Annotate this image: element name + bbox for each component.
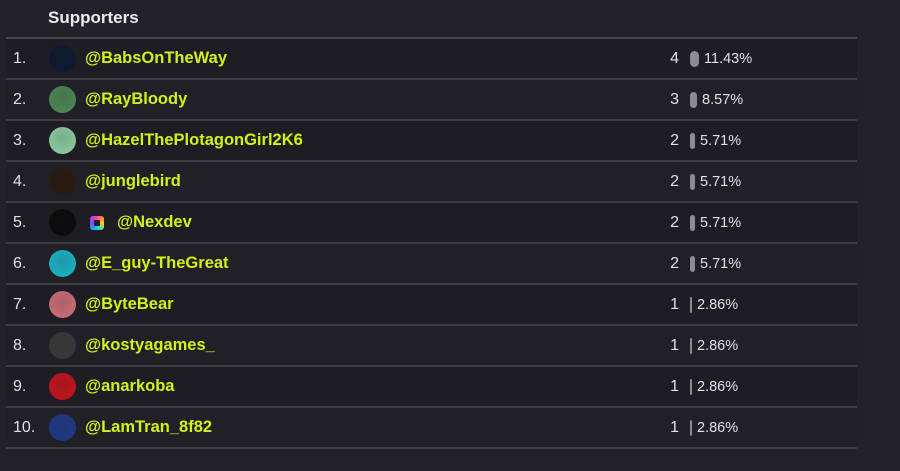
avatar[interactable] xyxy=(49,332,76,359)
badge-icon xyxy=(90,215,104,230)
avatar[interactable] xyxy=(49,250,76,277)
avatar[interactable] xyxy=(49,45,76,72)
avatar[interactable] xyxy=(49,168,76,195)
percent-bar xyxy=(690,132,695,149)
percent-label: 11.43% xyxy=(704,50,753,67)
percent-bar xyxy=(690,50,699,67)
support-count: 4 xyxy=(670,49,679,67)
supporter-row: 5. @Nexdev 2 5.71% xyxy=(6,203,857,244)
percent-bar xyxy=(690,214,695,231)
supporter-name-link[interactable]: @BabsOnTheWay xyxy=(85,49,227,67)
avatar[interactable] xyxy=(49,209,76,236)
rank: 3. xyxy=(13,131,27,149)
rank: 9. xyxy=(13,377,27,395)
percent-label: 5.71% xyxy=(700,214,742,231)
rank: 8. xyxy=(13,336,27,354)
percent-label: 5.71% xyxy=(700,255,742,272)
supporters-header: Supporters xyxy=(48,8,139,27)
support-count: 2 xyxy=(670,254,679,272)
supporter-name-link[interactable]: @Nexdev xyxy=(117,213,192,231)
percent-label: 2.86% xyxy=(697,296,739,313)
supporter-row: 7. @ByteBear 1 2.86% xyxy=(6,285,857,326)
percent-label: 2.86% xyxy=(697,378,739,395)
percent-bar xyxy=(690,255,695,272)
rank: 6. xyxy=(13,254,27,272)
percent-label: 2.86% xyxy=(697,419,739,436)
percent-label: 5.71% xyxy=(700,132,742,149)
percent-bar xyxy=(690,337,692,354)
supporter-name-link[interactable]: @RayBloody xyxy=(85,90,188,108)
avatar[interactable] xyxy=(49,373,76,400)
supporter-row: 8. @kostyagames_ 1 2.86% xyxy=(6,326,857,367)
avatar[interactable] xyxy=(49,127,76,154)
supporter-row: 6. @E_guy-TheGreat 2 5.71% xyxy=(6,244,857,285)
supporter-name-link[interactable]: @junglebird xyxy=(85,172,181,190)
support-count: 2 xyxy=(670,213,679,231)
supporter-name-link[interactable]: @E_guy-TheGreat xyxy=(85,254,229,272)
support-count: 1 xyxy=(670,377,679,395)
support-count: 2 xyxy=(670,172,679,190)
support-count: 3 xyxy=(670,90,679,108)
supporter-name-link[interactable]: @ByteBear xyxy=(85,295,174,313)
percent-label: 5.71% xyxy=(700,173,742,190)
support-count: 1 xyxy=(670,418,679,436)
percent-bar xyxy=(690,378,692,395)
supporter-row: 1. @BabsOnTheWay 4 11.43% xyxy=(6,39,857,80)
rank: 2. xyxy=(13,90,27,108)
supporter-row: 2. @RayBloody 3 8.57% xyxy=(6,80,857,121)
percent-bar xyxy=(690,419,692,436)
percent-label: 8.57% xyxy=(702,91,744,108)
supporter-name-link[interactable]: @anarkoba xyxy=(85,377,175,395)
supporter-row: 3. @HazelThePlotagonGirl2K6 2 5.71% xyxy=(6,121,857,162)
avatar[interactable] xyxy=(49,414,76,441)
percent-label: 2.86% xyxy=(697,337,739,354)
support-count: 2 xyxy=(670,131,679,149)
supporter-name-link[interactable]: @LamTran_8f82 xyxy=(85,418,213,436)
support-count: 1 xyxy=(670,336,679,354)
rank: 10. xyxy=(13,418,36,436)
supporter-row: 9. @anarkoba 1 2.86% xyxy=(6,367,857,408)
rank: 7. xyxy=(13,295,27,313)
supporter-row: 4. @junglebird 2 5.71% xyxy=(6,162,857,203)
supporter-name-link[interactable]: @HazelThePlotagonGirl2K6 xyxy=(85,131,303,149)
percent-bar xyxy=(690,173,695,190)
supporters-table: 1. @BabsOnTheWay 4 11.43% 2. @RayBloody 3… xyxy=(6,37,857,449)
percent-bar xyxy=(690,91,697,108)
percent-bar xyxy=(690,296,692,313)
supporter-row: 10. @LamTran_8f82 1 2.86% xyxy=(6,408,857,449)
rank: 5. xyxy=(13,213,27,231)
support-count: 1 xyxy=(670,295,679,313)
rank: 4. xyxy=(13,172,27,190)
avatar[interactable] xyxy=(49,86,76,113)
avatar[interactable] xyxy=(49,291,76,318)
rank: 1. xyxy=(13,49,27,67)
supporter-name-link[interactable]: @kostyagames_ xyxy=(85,336,215,354)
